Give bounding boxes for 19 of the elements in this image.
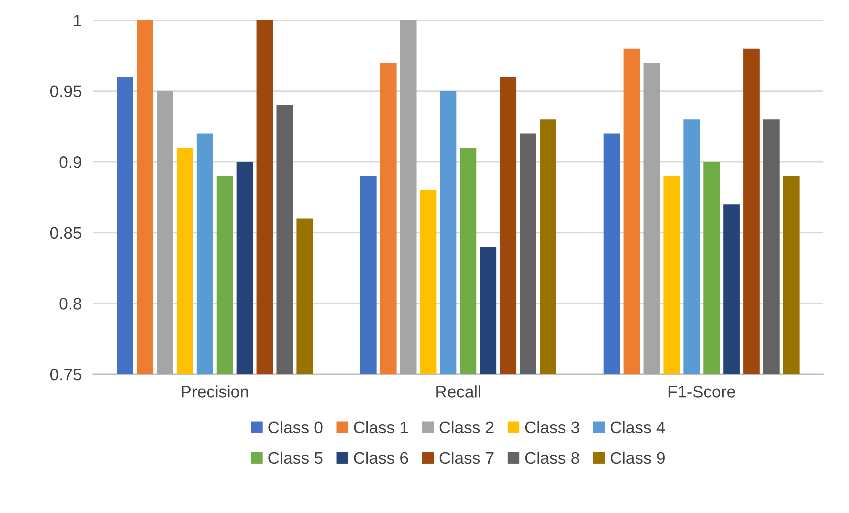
y-tick-label: 0.9 — [60, 156, 82, 168]
legend-label: Class 6 — [354, 452, 408, 464]
legend-label: Class 1 — [354, 421, 408, 434]
legend-label: Class 9 — [611, 452, 665, 464]
y-tick-label: 1 — [74, 15, 82, 27]
y-tick-label: 0.75 — [50, 368, 82, 381]
legend-label: Class 2 — [440, 421, 494, 434]
y-tick-label: 0.85 — [50, 227, 82, 240]
x-tick-label: F1-Score — [668, 386, 736, 398]
legend-label: Class 8 — [525, 452, 580, 464]
legend-label: Class 3 — [525, 421, 580, 434]
x-tick-label: Recall — [436, 386, 481, 398]
legend-label: Class 5 — [268, 452, 323, 464]
legend-label: Class 0 — [268, 421, 323, 434]
legend-label: Class 4 — [611, 421, 666, 434]
y-tick-label: 0.95 — [50, 86, 82, 98]
x-tick-label: Precision — [182, 386, 248, 398]
legend-label: Class 7 — [440, 452, 494, 464]
y-tick-label: 0.8 — [60, 298, 82, 310]
